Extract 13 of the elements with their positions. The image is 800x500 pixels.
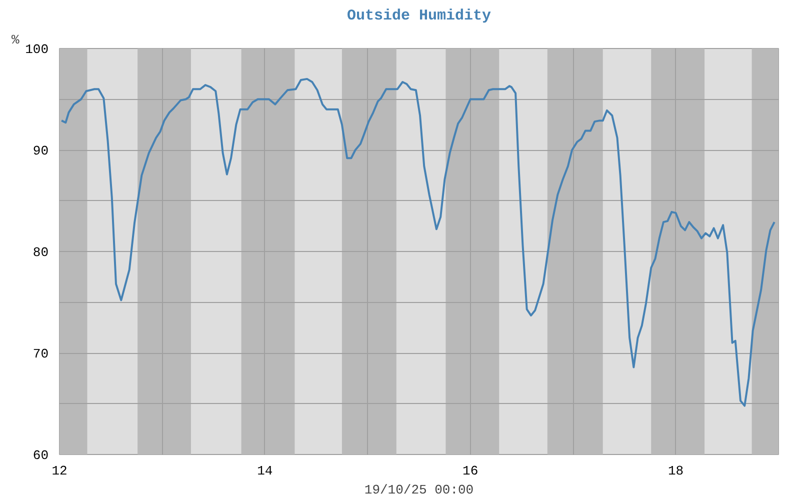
y-axis-title: %: [12, 32, 20, 48]
y-tick-label: 80: [32, 245, 49, 260]
y-tick-label: 90: [32, 144, 49, 158]
x-tick-label: 14: [257, 464, 273, 478]
x-tick-label: 12: [52, 464, 68, 478]
chart-title: Outside Humidity: [346, 8, 492, 24]
x-tick-label: 18: [668, 464, 684, 478]
y-tick-label: 100: [25, 42, 48, 57]
y-tick-label: 70: [32, 346, 49, 362]
x-axis-title: 19/10/25 00:00: [364, 482, 474, 498]
y-tick-label: 60: [32, 448, 49, 463]
x-tick-label: 16: [462, 464, 478, 478]
line-series: [60, 78, 776, 407]
